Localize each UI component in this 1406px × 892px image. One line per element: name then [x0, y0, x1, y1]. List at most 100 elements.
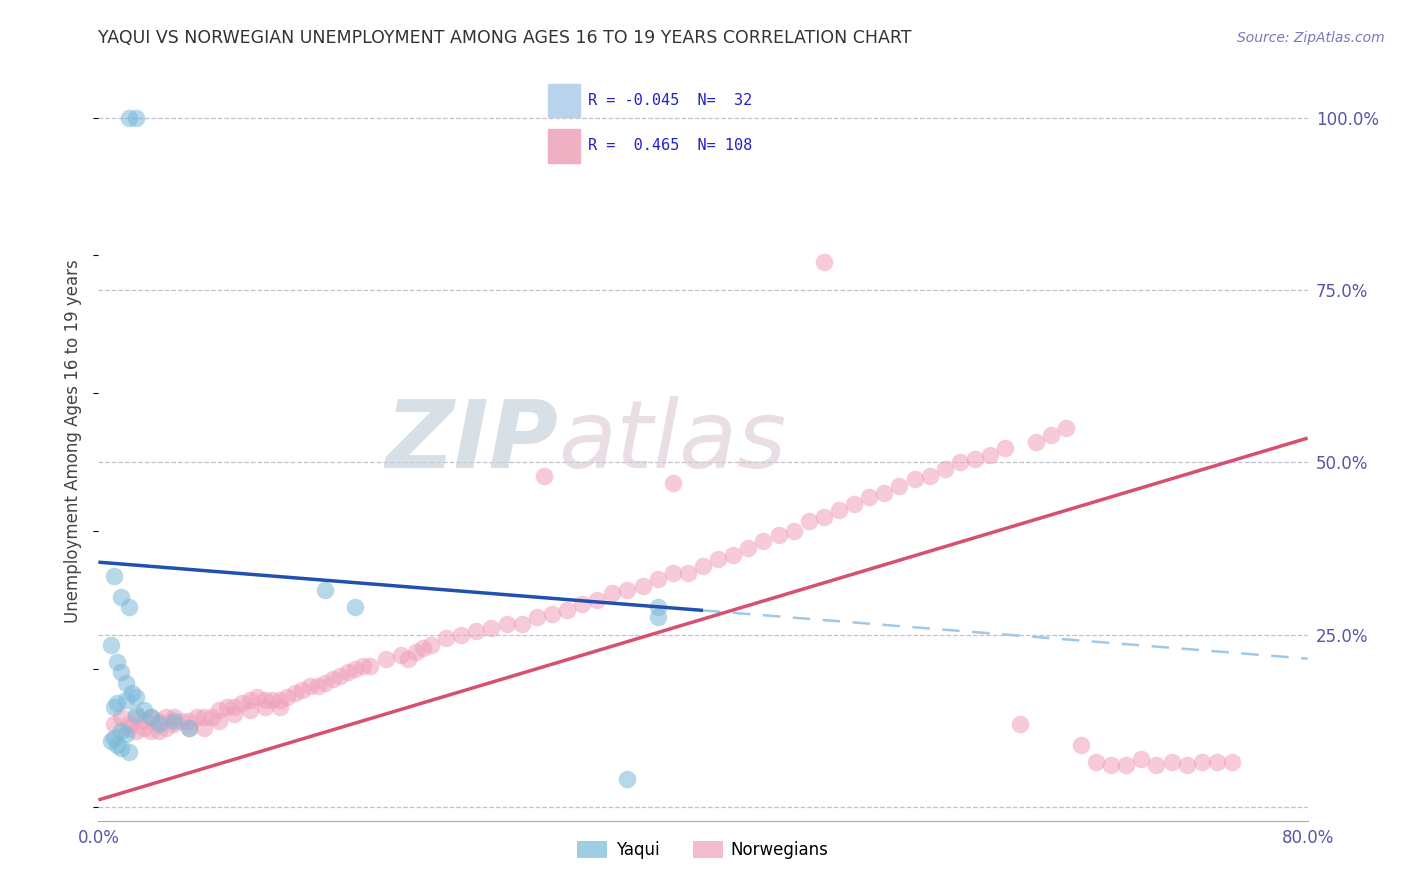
Point	[918, 469, 941, 483]
Point	[186, 710, 208, 724]
Point	[1175, 758, 1198, 772]
Point	[1024, 434, 1046, 449]
Point	[114, 675, 136, 690]
Point	[110, 710, 132, 724]
Text: ZIP: ZIP	[385, 395, 558, 488]
Point	[1070, 738, 1092, 752]
Point	[526, 610, 548, 624]
Point	[1054, 421, 1077, 435]
Point	[208, 703, 231, 717]
Point	[179, 714, 201, 728]
Point	[114, 693, 136, 707]
Point	[148, 717, 170, 731]
Point	[1039, 427, 1062, 442]
Point	[616, 582, 638, 597]
Point	[118, 599, 141, 614]
Point	[163, 710, 186, 724]
Point	[616, 772, 638, 787]
Point	[148, 724, 170, 739]
Point	[253, 699, 276, 714]
Point	[132, 721, 155, 735]
Point	[336, 665, 359, 680]
Point	[412, 641, 434, 656]
Point	[1160, 755, 1182, 769]
Point	[1191, 755, 1213, 769]
Point	[904, 473, 927, 487]
Point	[495, 617, 517, 632]
Point	[322, 673, 344, 687]
Point	[1220, 755, 1243, 769]
Point	[647, 573, 669, 587]
Point	[100, 638, 122, 652]
Point	[434, 631, 457, 645]
Point	[405, 645, 427, 659]
Point	[329, 669, 352, 683]
Point	[269, 699, 291, 714]
Point	[307, 679, 329, 693]
Point	[396, 651, 419, 665]
Point	[110, 590, 132, 604]
Point	[661, 566, 683, 580]
Point	[1144, 758, 1167, 772]
Point	[707, 551, 730, 566]
Point	[125, 724, 148, 739]
Legend: Yaqui, Norwegians: Yaqui, Norwegians	[571, 834, 835, 865]
Point	[132, 714, 155, 728]
Point	[121, 686, 143, 700]
Point	[125, 706, 148, 721]
Point	[949, 455, 972, 469]
Point	[291, 682, 314, 697]
Point	[631, 579, 654, 593]
Point	[540, 607, 562, 621]
Point	[110, 724, 132, 739]
Point	[752, 534, 775, 549]
Point	[676, 566, 699, 580]
Point	[253, 693, 276, 707]
Point	[103, 699, 125, 714]
Point	[170, 714, 193, 728]
Point	[118, 717, 141, 731]
Point	[269, 693, 291, 707]
Point	[105, 655, 128, 669]
Point	[647, 610, 669, 624]
Point	[125, 690, 148, 704]
Point	[110, 741, 132, 756]
Point	[179, 721, 201, 735]
Point	[193, 721, 215, 735]
Point	[344, 599, 367, 614]
Point	[723, 548, 745, 563]
Point	[828, 503, 851, 517]
Point	[737, 541, 759, 556]
Text: Source: ZipAtlas.com: Source: ZipAtlas.com	[1237, 31, 1385, 45]
Point	[132, 703, 155, 717]
Point	[1206, 755, 1229, 769]
Point	[141, 710, 163, 724]
Point	[155, 721, 177, 735]
Point	[420, 638, 443, 652]
Point	[1099, 758, 1122, 772]
Point	[141, 710, 163, 724]
Point	[246, 690, 269, 704]
Point	[873, 486, 896, 500]
Point	[602, 586, 624, 600]
Point	[105, 738, 128, 752]
Point	[1115, 758, 1137, 772]
Point	[103, 569, 125, 583]
Point	[450, 627, 472, 641]
Point	[352, 658, 374, 673]
Point	[208, 714, 231, 728]
Point	[965, 451, 987, 466]
Point	[103, 717, 125, 731]
Point	[994, 442, 1017, 456]
Point	[118, 721, 141, 735]
Point	[239, 693, 262, 707]
Point	[374, 651, 396, 665]
Point	[889, 479, 911, 493]
Point	[858, 490, 880, 504]
Point	[118, 745, 141, 759]
Point	[239, 703, 262, 717]
Point	[276, 690, 298, 704]
Point	[224, 706, 246, 721]
Point	[844, 497, 866, 511]
Point	[103, 731, 125, 745]
